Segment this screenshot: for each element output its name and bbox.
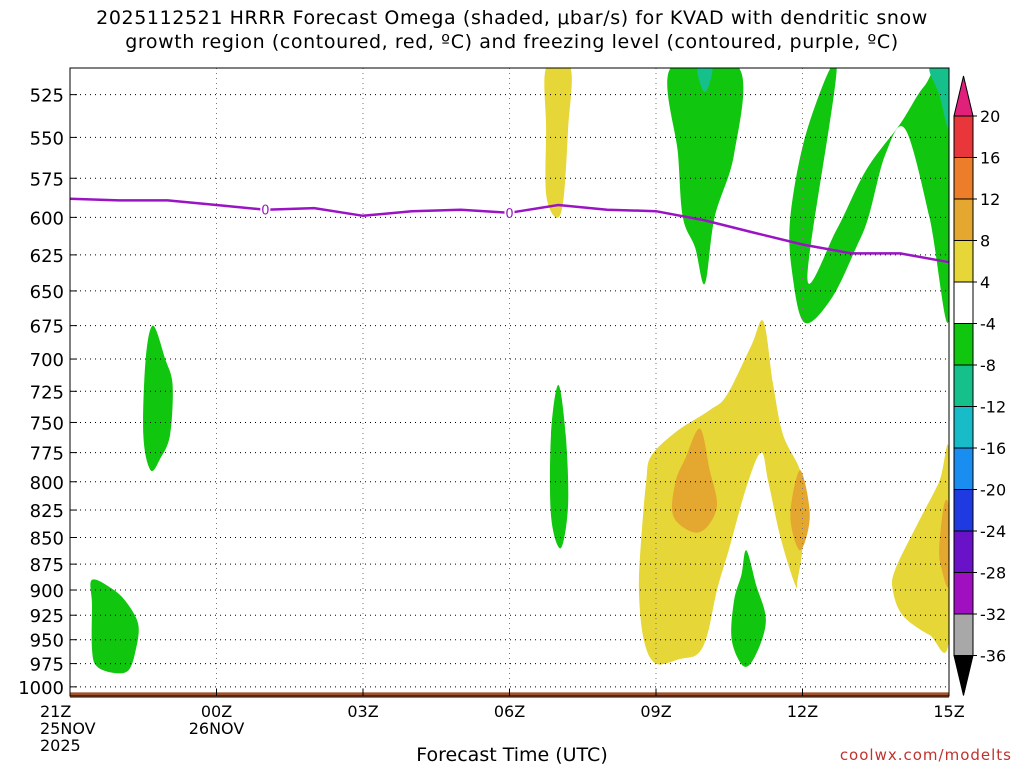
colorbar-bin--4to4 (953, 281, 974, 324)
x-tick-label-25NOV: 25NOV (40, 719, 96, 738)
x-tick-label-12Z: 12Z (787, 702, 818, 721)
y-tick-label-600: 600 (30, 208, 64, 229)
colorbar-bin--24to-20 (953, 489, 974, 532)
omega-region-yellow-region-right (891, 444, 949, 653)
omega-shaded-regions (90, 68, 949, 674)
omega-region-yellow-cell-06z-top (544, 68, 572, 218)
y-tick-label-725: 725 (30, 382, 64, 403)
colorbar-tick-label--32: -32 (980, 605, 1006, 624)
y-axis: 525 550 575 600 625 650 675 700 725 750 775 800 825 8… (18, 86, 77, 699)
y-tick-label-825: 825 (30, 501, 64, 522)
colorbar-tick-label--4: -4 (980, 315, 996, 334)
x-tick-label-09Z: 09Z (640, 702, 671, 721)
y-tick-label-550: 550 (30, 128, 64, 149)
omega-region-green-cell-700 (143, 325, 173, 472)
colorbar-tick-label--36: -36 (980, 647, 1006, 666)
y-tick-label-850: 850 (30, 528, 64, 549)
omega-region-yellow-region-09z-12z (638, 320, 805, 665)
colorbar-tick-label--12: -12 (980, 398, 1006, 417)
x-tick-label-03Z: 03Z (347, 702, 378, 721)
colorbar-tick-label--16: -16 (980, 439, 1006, 458)
y-tick-label-650: 650 (30, 282, 64, 303)
y-tick-label-1000: 1000 (18, 678, 64, 699)
colorbar-bin--16to-12 (953, 406, 974, 449)
colorbar-bin--32to-28 (953, 572, 974, 615)
y-tick-label-750: 750 (30, 413, 64, 434)
omega-region-green-cell-low-left (90, 579, 139, 674)
freezing-level-label-bg (260, 202, 271, 217)
colorbar-tick-label-20: 20 (980, 107, 1000, 126)
y-tick-label-800: 800 (30, 473, 64, 494)
x-tick-label-2025: 2025 (40, 736, 81, 755)
x-tick-label-15Z: 15Z (933, 702, 964, 721)
colorbar: 20 16 12 8 4 -4 -8 -12 -16 -20 -24 -28 -32 -36 (953, 75, 1006, 696)
colorbar-tick-label-16: 16 (980, 149, 1000, 168)
x-tick-label-00Z: 00Z (201, 702, 232, 721)
x-tick-label-06Z: 06Z (494, 702, 525, 721)
chart-title-line-2: growth region (contoured, red, ºC) and f… (125, 31, 899, 53)
colorbar-bin-12to16 (953, 157, 974, 200)
omega-region-green-cell-top-09z (667, 68, 744, 285)
omega-region-orange-cell-right (939, 499, 949, 588)
colorbar-tick-label--28: -28 (980, 564, 1006, 583)
colorbar-tick-label-8: 8 (980, 232, 990, 251)
colorbar-bin--36to-32 (953, 613, 974, 656)
freezing-level-label: 0 (261, 204, 269, 219)
omega-region-green-cell-12z-low (731, 550, 766, 667)
x-tick-label-26NOV: 26NOV (189, 719, 245, 738)
freezing-level-label: 0 (505, 207, 513, 222)
omega-region-teal-cell-top-right (929, 68, 949, 130)
chart-title: 2025112521 HRRR Forecast Omega (shaded, … (0, 6, 1024, 54)
colorbar-bin--20to-16 (953, 447, 974, 490)
omega-region-green-cell-top-right (789, 68, 949, 324)
y-tick-label-625: 625 (30, 246, 64, 267)
colorbar-tick-label-12: 12 (980, 190, 1000, 209)
y-tick-label-675: 675 (30, 317, 64, 338)
x-axis-label: Forecast Time (UTC) (416, 744, 608, 766)
credit-link[interactable]: coolwx.com/modelts (839, 746, 1012, 764)
omega-region-orange-cell-10z (671, 428, 718, 533)
y-tick-label-900: 900 (30, 581, 64, 602)
freezing-level-label-bg (504, 205, 515, 220)
colorbar-tick-label-4: 4 (980, 273, 990, 292)
y-tick-label-875: 875 (30, 555, 64, 576)
colorbar-bottom-triangle (953, 655, 974, 696)
colorbar-bin--8to-4 (953, 323, 974, 366)
omega-region-teal-cell-top-09z (697, 68, 713, 93)
chart-title-line-1: 2025112521 HRRR Forecast Omega (shaded, … (96, 7, 928, 29)
y-tick-label-950: 950 (30, 631, 64, 652)
y-tick-label-525: 525 (30, 86, 64, 107)
colorbar-bin-4to8 (953, 240, 974, 283)
y-tick-label-700: 700 (30, 350, 64, 371)
colorbar-bin--28to-24 (953, 530, 974, 573)
y-tick-label-775: 775 (30, 444, 64, 465)
colorbar-tick-label--20: -20 (980, 481, 1006, 500)
y-tick-label-975: 975 (30, 655, 64, 676)
omega-region-green-cell-06z (549, 384, 569, 549)
colorbar-top-triangle (953, 75, 974, 117)
x-tick-label-21Z: 21Z (40, 702, 71, 721)
colorbar-bin-8to12 (953, 198, 974, 241)
y-tick-label-925: 925 (30, 606, 64, 627)
colorbar-bin-16to20 (953, 115, 974, 158)
y-tick-label-575: 575 (30, 169, 64, 190)
colorbar-tick-label--8: -8 (980, 356, 996, 375)
colorbar-tick-label--24: -24 (980, 522, 1006, 541)
colorbar-bin--12to-8 (953, 364, 974, 407)
